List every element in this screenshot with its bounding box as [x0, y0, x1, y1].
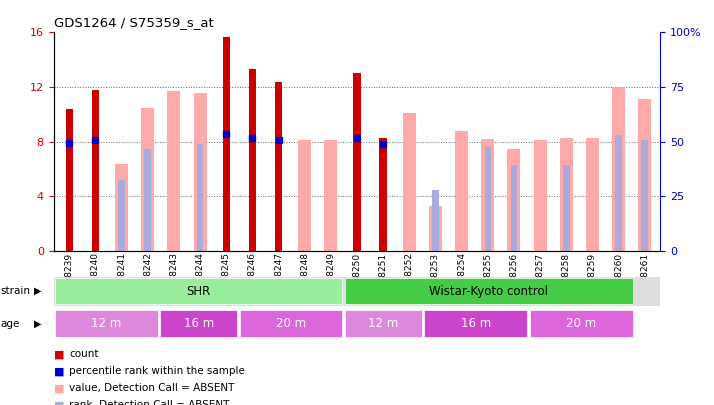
- Bar: [141, 108, 154, 251]
- Bar: [115, 164, 128, 251]
- Text: value, Detection Call = ABSENT: value, Detection Call = ABSENT: [69, 384, 235, 393]
- Bar: [508, 149, 521, 251]
- Bar: [560, 138, 573, 251]
- Text: percentile rank within the sample: percentile rank within the sample: [69, 367, 245, 376]
- Bar: [429, 206, 442, 251]
- Bar: [345, 278, 633, 304]
- Text: ■: ■: [54, 401, 64, 405]
- Bar: [167, 91, 181, 251]
- Text: strain: strain: [1, 286, 31, 296]
- Bar: [641, 141, 648, 251]
- Bar: [615, 135, 622, 251]
- Bar: [275, 81, 282, 251]
- Text: 20 m: 20 m: [276, 317, 306, 330]
- Bar: [66, 109, 73, 251]
- Text: ■: ■: [54, 350, 64, 359]
- Bar: [533, 141, 547, 251]
- Text: Wistar-Kyoto control: Wistar-Kyoto control: [429, 285, 548, 298]
- Text: 12 m: 12 m: [368, 317, 398, 330]
- Text: SHR: SHR: [186, 285, 211, 298]
- Bar: [380, 138, 387, 251]
- Bar: [345, 311, 422, 337]
- Bar: [197, 145, 203, 251]
- Bar: [91, 90, 99, 251]
- Bar: [511, 165, 517, 251]
- Bar: [432, 190, 438, 251]
- Bar: [403, 113, 416, 251]
- Bar: [612, 87, 625, 251]
- Bar: [324, 141, 338, 251]
- Bar: [353, 73, 361, 251]
- Bar: [193, 93, 206, 251]
- Text: ▶: ▶: [34, 319, 42, 328]
- Text: ▶: ▶: [34, 286, 42, 296]
- Bar: [424, 311, 527, 337]
- Bar: [248, 69, 256, 251]
- Bar: [240, 311, 343, 337]
- Bar: [563, 165, 570, 251]
- Text: 16 m: 16 m: [183, 317, 213, 330]
- Text: age: age: [1, 319, 20, 328]
- Text: ■: ■: [54, 384, 64, 393]
- Bar: [223, 36, 230, 251]
- Text: ■: ■: [54, 367, 64, 376]
- Text: rank, Detection Call = ABSENT: rank, Detection Call = ABSENT: [69, 401, 230, 405]
- Bar: [55, 311, 158, 337]
- Bar: [298, 141, 311, 251]
- Text: GDS1264 / S75359_s_at: GDS1264 / S75359_s_at: [54, 16, 213, 29]
- Text: count: count: [69, 350, 99, 359]
- Bar: [530, 311, 633, 337]
- Bar: [586, 138, 599, 251]
- Bar: [485, 147, 491, 251]
- Bar: [455, 131, 468, 251]
- Bar: [161, 311, 237, 337]
- Bar: [638, 99, 651, 251]
- Bar: [276, 162, 282, 251]
- Bar: [119, 180, 125, 251]
- Text: 16 m: 16 m: [461, 317, 491, 330]
- Bar: [144, 149, 151, 251]
- Text: 20 m: 20 m: [566, 317, 596, 330]
- Bar: [55, 278, 343, 304]
- Bar: [481, 139, 494, 251]
- Text: 12 m: 12 m: [91, 317, 121, 330]
